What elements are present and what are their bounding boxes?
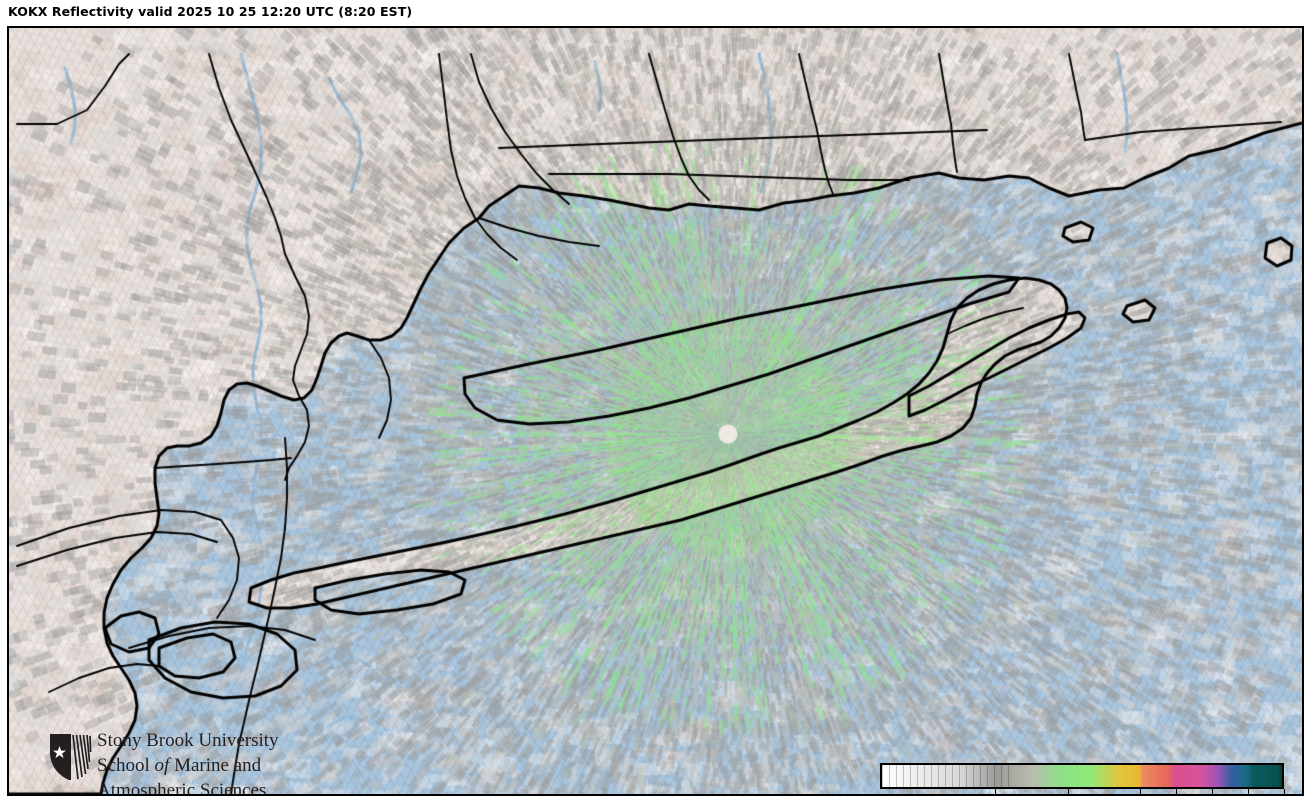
- title-bar: KOKX Reflectivity valid 2025 10 25 12:20…: [0, 0, 1316, 26]
- political-boundaries-layer: [9, 28, 1302, 794]
- logo-school-suffix: Marine and: [169, 755, 262, 776]
- colorbar-tickmark: [1247, 789, 1249, 794]
- colorbar-tickmark: [1139, 789, 1141, 794]
- logo-text-block: Stony Brook University School of Marine …: [97, 728, 312, 794]
- logo-school-of: of: [154, 755, 170, 776]
- logo-line-university: Stony Brook University: [97, 730, 279, 751]
- colorbar-tickmark: [1284, 789, 1285, 794]
- colorbar-tickmark: [1175, 789, 1177, 794]
- colorbar-gradient-bar: [880, 763, 1284, 789]
- map-frame[interactable]: Stony Brook University School of Marine …: [7, 26, 1304, 796]
- logo-line-school: School of Marine and: [97, 753, 312, 778]
- reflectivity-colorbar: 0204050607080: [880, 763, 1285, 794]
- colorbar-gradient: [882, 765, 1282, 787]
- colorbar-tickmark: [1067, 789, 1069, 794]
- colorbar-tickmark: [1211, 789, 1213, 794]
- stony-brook-somas-logo: Stony Brook University School of Marine …: [47, 728, 307, 794]
- map-viewport[interactable]: Stony Brook University School of Marine …: [9, 28, 1302, 794]
- page-title: KOKX Reflectivity valid 2025 10 25 12:20…: [8, 4, 413, 19]
- shield-icon: [50, 734, 92, 780]
- colorbar-tickmark: [995, 789, 997, 794]
- colorbar-banding-overlay: [882, 765, 1014, 787]
- logo-school-prefix: School: [97, 755, 155, 776]
- logo-line-department: Atmospheric Sciences: [97, 780, 267, 794]
